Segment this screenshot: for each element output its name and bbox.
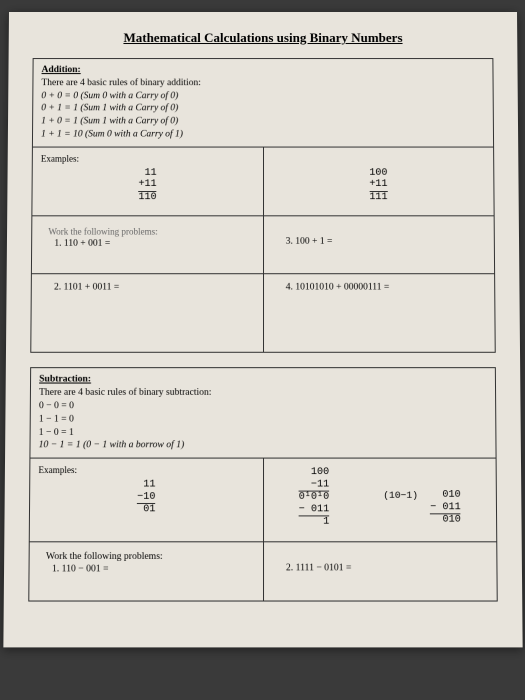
- problem-text: 1. 110 + 001 =: [40, 237, 254, 255]
- result: 01: [143, 504, 155, 515]
- subtraction-rule-1: 0 − 0 = 0: [38, 401, 73, 411]
- problem-text: 3. 100 + 1 =: [271, 223, 485, 253]
- example-math-side: (10−1) 010 − 011 010: [383, 467, 461, 526]
- operand-a: 11: [144, 168, 156, 179]
- operand-b: +11: [138, 179, 156, 192]
- addition-rules: Addition: There are 4 basic rules of bin…: [32, 59, 492, 147]
- operand-b: −11: [298, 479, 329, 492]
- subtraction-problems-row: Work the following problems: 1. 110 − 00…: [29, 542, 496, 600]
- borrow-line: 0¹0¹0: [298, 492, 329, 503]
- operand-a: 11: [143, 479, 155, 490]
- addition-intro: There are 4 basic rules of binary additi…: [41, 78, 201, 88]
- addition-problem-4: 4. 10101010 + 00000111 =: [262, 275, 494, 353]
- side-b: − 011: [430, 502, 461, 515]
- operand-b: +11: [369, 179, 387, 192]
- operand-a: 100: [369, 168, 387, 179]
- addition-heading: Addition:: [41, 65, 80, 75]
- addition-rule-4: 1 + 1 = 10 (Sum 0 with a Carry of 1): [41, 129, 183, 139]
- addition-problem-2: 2. 1101 + 0011 =: [31, 275, 262, 353]
- addition-problem-1: Work the following problems: 1. 110 + 00…: [31, 217, 262, 274]
- example-math: 11 −10 01: [137, 479, 155, 516]
- subtraction-problem-2: 2. 1111 − 0101 =: [262, 542, 496, 600]
- subtraction-section: Subtraction: There are 4 basic rules of …: [28, 368, 497, 602]
- addition-section: Addition: There are 4 basic rules of bin…: [30, 58, 495, 353]
- addition-rule-3: 1 + 0 = 1 (Sum 1 with a Carry of 0): [41, 117, 178, 127]
- problem-text: 2. 1111 − 0101 =: [271, 548, 488, 579]
- result: 110: [138, 192, 156, 203]
- subtraction-intro: There are 4 basic rules of binary subtra…: [39, 388, 211, 398]
- example-math: 100 +11 111: [369, 168, 387, 204]
- subtraction-rule-4: 10 − 1 = 1 (0 − 1 with a borrow of 1): [38, 440, 184, 450]
- result: 1: [323, 517, 329, 528]
- subtraction-rules: Subtraction: There are 4 basic rules of …: [30, 369, 495, 459]
- subtraction-examples-row: Examples: 11 −10 01 100 −11 0¹0¹0 − 011: [29, 459, 495, 542]
- addition-example-1: Examples: 11 +11 110: [32, 147, 262, 215]
- subtraction-rule-2: 1 − 1 = 0: [38, 414, 73, 424]
- result: 111: [369, 192, 387, 203]
- side-math: 010 − 011 010: [430, 467, 461, 526]
- subtraction-problem-1: Work the following problems: 1. 110 − 00…: [29, 542, 262, 600]
- subtraction-example-1: Examples: 11 −10 01: [29, 459, 262, 541]
- addition-rule-1: 0 + 0 = 0 (Sum 0 with a Carry of 0): [41, 91, 178, 101]
- example-math-main: 100 −11 0¹0¹0 − 011 1: [298, 467, 329, 528]
- subtraction-rule-3: 1 − 0 = 1: [38, 427, 73, 437]
- problem-text: 4. 10101010 + 00000111 =: [271, 281, 486, 299]
- problem-text: 2. 1101 + 0011 =: [39, 281, 254, 299]
- side-label: (10−1): [383, 467, 418, 501]
- addition-problems-row-1: Work the following problems: 1. 110 + 00…: [31, 217, 493, 275]
- page-title: Mathematical Calculations using Binary N…: [32, 30, 493, 46]
- addition-problems-row-2: 2. 1101 + 0011 = 4. 10101010 + 00000111 …: [31, 275, 494, 353]
- examples-label: Examples:: [38, 465, 254, 475]
- addition-example-2: 100 +11 111: [262, 147, 493, 215]
- work-label: Work the following problems:: [37, 548, 254, 561]
- side-r: 010: [442, 515, 460, 526]
- addition-rule-2: 0 + 1 = 1 (Sum 1 with a Carry of 0): [41, 104, 178, 114]
- problem-text: 1. 110 − 001 =: [37, 562, 254, 581]
- operand-a: 100: [310, 467, 328, 478]
- addition-problem-3: 3. 100 + 1 =: [262, 217, 494, 274]
- subtraction-heading: Subtraction:: [39, 375, 91, 385]
- addition-examples-row: Examples: 11 +11 110 100 +11 111: [32, 147, 493, 216]
- worksheet-page: Mathematical Calculations using Binary N…: [3, 12, 522, 647]
- examples-label: Examples:: [40, 153, 254, 163]
- operand-c: − 011: [298, 504, 329, 517]
- subtraction-example-2: 100 −11 0¹0¹0 − 011 1 (10−1) 010 − 011 0…: [262, 459, 496, 541]
- side-a: 010: [430, 467, 461, 502]
- example-math: 11 +11 110: [138, 168, 156, 204]
- operand-b: −10: [137, 491, 155, 504]
- work-label: Work the following problems:: [40, 223, 254, 237]
